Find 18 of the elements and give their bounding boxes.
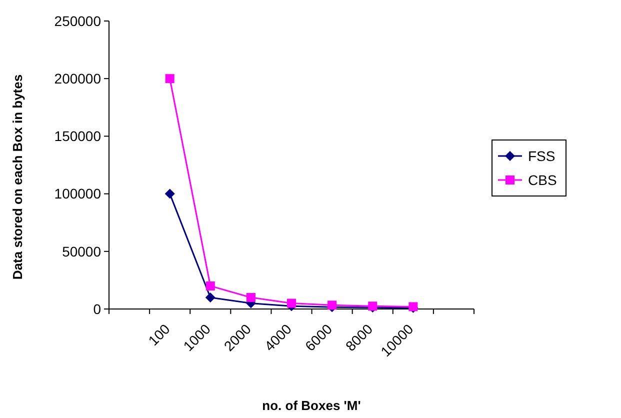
y-tick-label: 0: [93, 300, 102, 317]
y-tick-label: 200000: [54, 70, 102, 86]
point: [164, 188, 175, 199]
legend-label: FSS: [528, 148, 556, 164]
legend-label: CBS: [528, 172, 557, 188]
y-tick-label: 250000: [54, 12, 102, 29]
x-axis-title: no. of Boxes 'M': [262, 398, 361, 413]
y-tick-label: 150000: [54, 128, 102, 144]
y-axis-title: Data stored on each Box in bytes: [10, 74, 25, 280]
y-tick-label: 50000: [62, 243, 102, 260]
point: [206, 281, 215, 290]
point: [165, 74, 174, 84]
point: [328, 300, 337, 310]
point: [205, 292, 216, 302]
point: [246, 292, 256, 302]
y-tick-label: 100000: [54, 186, 102, 202]
x-tick-label: 100: [145, 320, 174, 349]
point: [287, 298, 296, 308]
